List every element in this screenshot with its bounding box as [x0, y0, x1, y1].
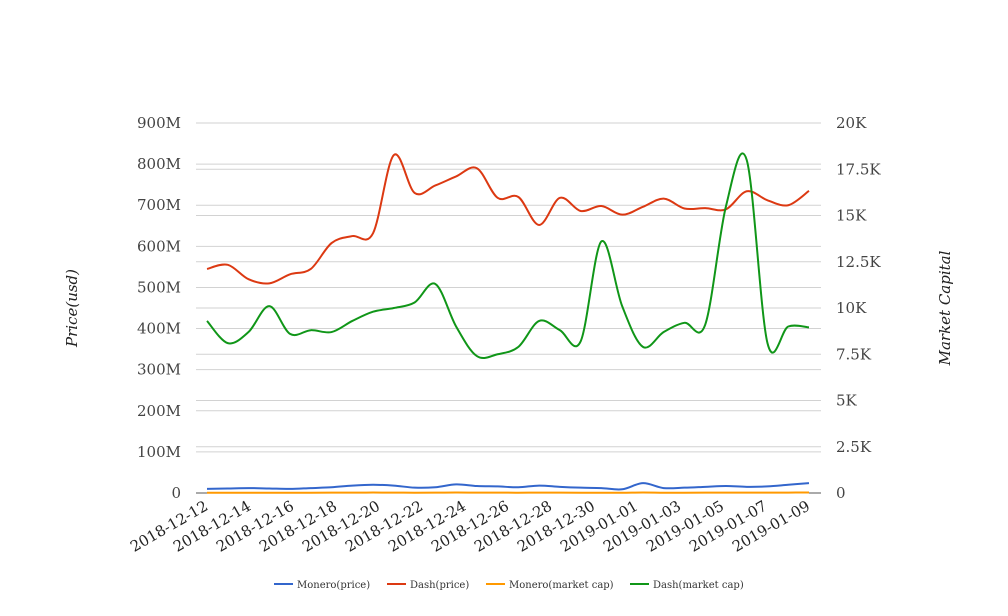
right-tick-label: 2.5K: [836, 438, 872, 456]
legend-label: Monero(market cap): [509, 580, 614, 591]
series-line-dash-market-cap: [206, 152, 810, 359]
left-tick-label: 400M: [137, 320, 181, 338]
left-tick-label: 300M: [137, 361, 181, 379]
left-axis-title: Price(usd): [63, 269, 81, 348]
right-tick-label: 0: [836, 484, 846, 502]
right-axis-title: Market Capital: [936, 250, 954, 366]
legend-label: Dash(price): [410, 580, 469, 591]
left-tick-label: 200M: [137, 402, 181, 420]
right-tick-label: 15K: [836, 207, 867, 225]
right-tick-label: 7.5K: [836, 345, 872, 363]
right-tick-label: 17.5K: [836, 160, 881, 178]
legend-item-dash-market-cap: Dash(market cap): [630, 580, 744, 591]
series-lines: [206, 152, 810, 494]
left-tick-label: 600M: [137, 237, 181, 255]
gridlines: [196, 122, 821, 453]
legend-label: Monero(price): [297, 580, 370, 591]
series-line-dash-price: [206, 153, 810, 285]
legend: Monero(price) Dash(price) Monero(market ca…: [274, 580, 744, 591]
right-tick-label: 20K: [836, 114, 867, 132]
legend-item-monero-price: Monero(price): [274, 580, 370, 591]
x-axis-ticks: 2018-12-122018-12-142018-12-162018-12-18…: [127, 497, 813, 556]
left-tick-label: 0: [171, 484, 181, 502]
legend-item-dash-price: Dash(price): [387, 580, 469, 591]
right-y-axis-ticks: 0 2.5K 5K 7.5K 10K 12.5K 15K 17.5K 20K: [836, 114, 881, 502]
legend-item-monero-market-cap: Monero(market cap): [486, 580, 614, 591]
left-y-axis-ticks: 0 100M 200M 300M 400M 500M 600M 700M 800M 900M: [137, 114, 181, 502]
right-tick-label: 10K: [836, 299, 867, 317]
right-tick-label: 5K: [836, 392, 858, 410]
right-tick-label: 12.5K: [836, 253, 881, 271]
left-tick-label: 700M: [137, 196, 181, 214]
left-tick-label: 500M: [137, 278, 181, 296]
left-tick-label: 100M: [137, 443, 181, 461]
legend-label: Dash(market cap): [653, 580, 744, 591]
left-tick-label: 900M: [137, 114, 181, 132]
series-line-monero-price: [206, 482, 810, 491]
left-tick-label: 800M: [137, 155, 181, 173]
